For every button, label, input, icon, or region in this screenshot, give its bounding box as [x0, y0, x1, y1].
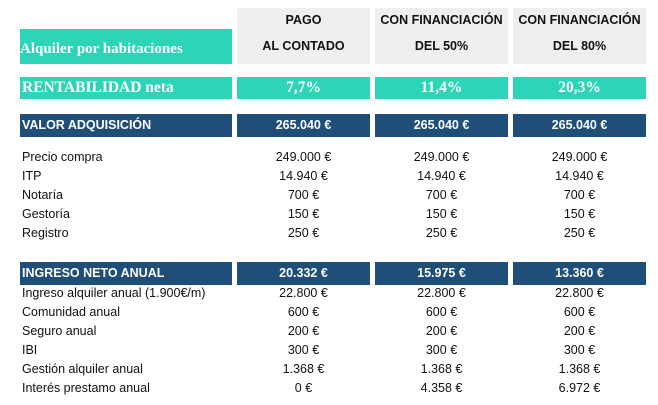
row-label: Comunidad anual — [22, 305, 120, 319]
row-value: 22.800 € — [555, 286, 604, 300]
row-value: 249.000 € — [275, 150, 332, 164]
row-value: 600 € — [425, 305, 458, 319]
row-value: 1.368 € — [420, 362, 463, 376]
header-finance-80: CON FINANCIACIÓN DEL 80% — [513, 8, 646, 64]
row-value: 249.000 € — [413, 150, 470, 164]
row-value: 14.940 € — [279, 169, 328, 183]
row-value: 700 € — [425, 188, 458, 202]
row-label: IBI — [22, 343, 38, 357]
rentabilidad-finance-80: 20,3% — [513, 77, 646, 99]
row-value: 14.940 € — [417, 169, 466, 183]
row-value: 150 € — [563, 207, 596, 221]
row-value: 22.800 € — [417, 286, 466, 300]
row-value: 14.940 € — [555, 169, 604, 183]
row-label: ITP — [22, 169, 42, 183]
header-cash: PAGO AL CONTADO — [237, 8, 370, 64]
row-value: 250 € — [563, 226, 596, 240]
row-value: 150 € — [287, 207, 320, 221]
valor-adquisicion-label: VALOR ADQUISICIÓN — [20, 114, 232, 137]
row-label: Precio compra — [22, 150, 103, 164]
valor-adquisicion-cash: 265.040 € — [237, 114, 370, 137]
row-label: Notaría — [22, 188, 63, 202]
row-value: 200 € — [287, 324, 320, 338]
row-value: 200 € — [425, 324, 458, 338]
header-finance-80-line2: DEL 80% — [552, 39, 607, 53]
header-finance-50-line2: DEL 50% — [414, 39, 469, 53]
rentabilidad-finance-50: 11,4% — [375, 77, 508, 99]
row-value: 249.000 € — [551, 150, 608, 164]
row-label: Interés prestamo anual — [22, 381, 150, 395]
valor-adquisicion-finance-80: 265.040 € — [513, 114, 646, 137]
ingreso-neto-finance-80: 13.360 € — [513, 262, 646, 285]
header-finance-50-line1: CON FINANCIACIÓN — [380, 13, 503, 27]
row-value: 1.368 € — [558, 362, 601, 376]
row-value: 700 € — [563, 188, 596, 202]
rentabilidad-cash: 7,7% — [237, 77, 370, 99]
ingreso-neto-label: INGRESO NETO ANUAL — [20, 262, 232, 285]
row-value: 600 € — [563, 305, 596, 319]
row-value: 300 € — [563, 343, 596, 357]
valor-adquisicion-finance-50: 265.040 € — [375, 114, 508, 137]
rentabilidad-label: RENTABILIDAD neta — [20, 77, 232, 99]
row-label: Gestión alquiler anual — [22, 362, 143, 376]
row-label: Registro — [22, 226, 69, 240]
header-finance-80-line1: CON FINANCIACIÓN — [518, 13, 641, 27]
row-value: 1.368 € — [282, 362, 325, 376]
row-value: 4.358 € — [420, 381, 463, 395]
row-value: 200 € — [563, 324, 596, 338]
row-label: Ingreso alquiler anual (1.900€/m) — [22, 286, 206, 300]
sheet-title: Alquiler por habitaciones — [20, 29, 232, 64]
row-label: Seguro anual — [22, 324, 97, 338]
header-finance-50: CON FINANCIACIÓN DEL 50% — [375, 8, 508, 64]
row-label: Gestoría — [22, 207, 70, 221]
row-value: 6.972 € — [558, 381, 601, 395]
row-value: 700 € — [287, 188, 320, 202]
row-value: 300 € — [287, 343, 320, 357]
ingreso-neto-cash: 20.332 € — [237, 262, 370, 285]
row-value: 22.800 € — [279, 286, 328, 300]
row-value: 0 € — [294, 381, 313, 395]
row-value: 250 € — [287, 226, 320, 240]
ingreso-neto-finance-50: 15.975 € — [375, 262, 508, 285]
row-value: 150 € — [425, 207, 458, 221]
row-value: 600 € — [287, 305, 320, 319]
row-value: 250 € — [425, 226, 458, 240]
row-value: 300 € — [425, 343, 458, 357]
header-cash-line2: AL CONTADO — [262, 39, 345, 53]
header-cash-line1: PAGO — [285, 13, 322, 27]
